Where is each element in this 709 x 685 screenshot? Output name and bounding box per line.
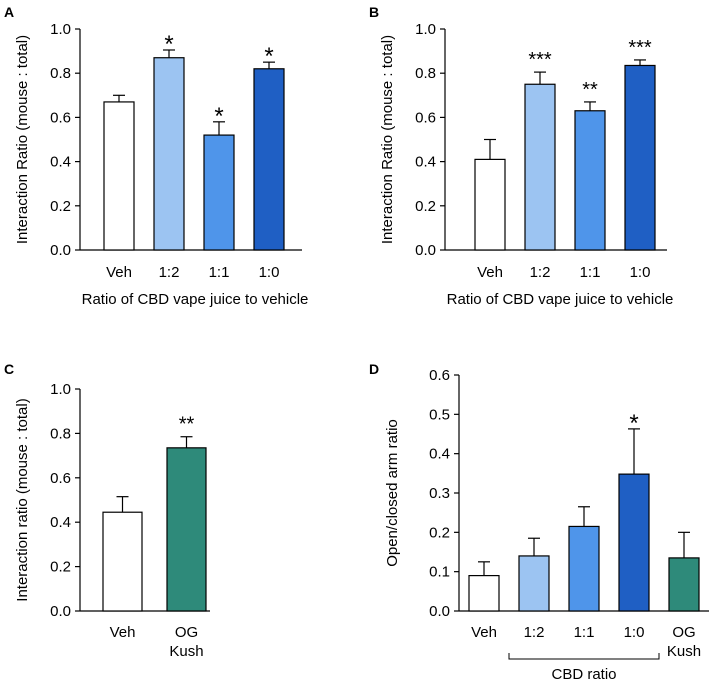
y-tick-label: 0.8 [415,65,436,82]
y-tick-label: 0.8 [50,65,71,82]
x-axis-label: Ratio of CBD vape juice to vehicle [82,291,309,308]
y-tick-label: 0.6 [415,109,436,126]
category-label: 1:1 [574,624,595,641]
bar [468,574,500,612]
category-label: Veh [106,264,132,281]
y-tick-label: 0.0 [50,603,71,620]
category-label: Veh [110,624,136,641]
category-label: 1:0 [259,264,280,281]
category-label: 1:2 [159,264,180,281]
category-label: 1:0 [630,264,651,281]
y-tick-label: 0.2 [50,198,71,215]
y-tick-label: 0.6 [50,470,71,487]
panel-letter: A [4,4,14,20]
y-tick-label: 0.0 [415,242,436,259]
y-tick-label: 0.1 [429,564,450,581]
y-tick-label: 0.3 [429,485,450,502]
panel-letter: D [369,361,379,377]
y-tick-label: 1.0 [415,21,436,38]
y-tick-label: 0.6 [429,367,450,384]
category-label: 1:0 [624,624,645,641]
y-tick-label: 1.0 [50,21,71,38]
bar [166,447,207,612]
y-tick-label: 0.8 [50,425,71,442]
x-axis-label: Ratio of CBD vape juice to vehicle [447,291,674,308]
category-label: Kush [667,643,701,660]
y-axis-label: Open/closed arm ratio [384,419,401,567]
category-label: OG [175,624,198,641]
category-label: 1:2 [524,624,545,641]
category-label: Veh [471,624,497,641]
bar [668,557,700,612]
y-tick-label: 0.4 [50,154,71,171]
y-tick-label: 0.2 [429,524,450,541]
chart-panel-d: D 0.0 0.1 0.2 0.3 0.4 0.5 0.6 Open/closed arm ra… [369,361,709,683]
bar [253,68,285,251]
y-tick-label: 0.2 [415,198,436,215]
bar [568,525,600,612]
significance-marker: ** [582,79,598,101]
chart-panel-c: C 0.0 0.2 0.4 0.6 0.8 1.0 Interaction ratio (mo… [4,361,210,660]
category-label: 1:1 [580,264,601,281]
significance-marker: *** [528,49,552,71]
y-tick-label: 0.2 [50,559,71,576]
chart-panel-b: B 0.0 0.2 0.4 0.6 0.8 1.0 Interaction Ratio (mo… [369,4,673,308]
bar [574,110,606,251]
chart-panel-a: A 0.0 0.2 0.4 0.6 0.8 1.0 Interaction Ratio (mo… [4,4,308,308]
category-label: Kush [169,643,203,660]
y-tick-label: 0.5 [429,406,450,423]
category-label: OG [672,624,695,641]
y-axis-label: Interaction ratio (mouse : total) [14,398,31,601]
bar [518,555,550,612]
significance-marker: * [164,31,173,58]
y-axis-label: Interaction Ratio (mouse : total) [14,35,31,244]
panel-letter: C [4,361,14,377]
panel-letter: B [369,4,379,20]
y-axis-label: Interaction Ratio (mouse : total) [379,35,396,244]
bar [618,473,650,612]
bar [524,83,556,251]
category-label: Veh [477,264,503,281]
bar [153,57,185,251]
significance-marker: * [629,410,638,437]
y-tick-label: 0.0 [429,603,450,620]
bar [624,64,656,251]
bracket-label: CBD ratio [551,666,616,683]
category-label: 1:2 [530,264,551,281]
y-tick-label: 0.4 [429,446,450,463]
cbd-ratio-bracket [508,653,660,660]
y-tick-label: 0.4 [50,514,71,531]
y-tick-label: 0.4 [415,154,436,171]
bar [474,158,506,251]
significance-marker: * [214,103,223,130]
significance-marker: * [264,43,273,70]
significance-marker: *** [628,37,652,59]
y-tick-label: 0.0 [50,242,71,259]
y-tick-label: 0.6 [50,109,71,126]
y-tick-label: 1.0 [50,381,71,398]
significance-marker: ** [179,414,195,436]
bar [203,134,235,251]
category-label: 1:1 [209,264,230,281]
bar [103,101,135,251]
bar [102,511,143,612]
